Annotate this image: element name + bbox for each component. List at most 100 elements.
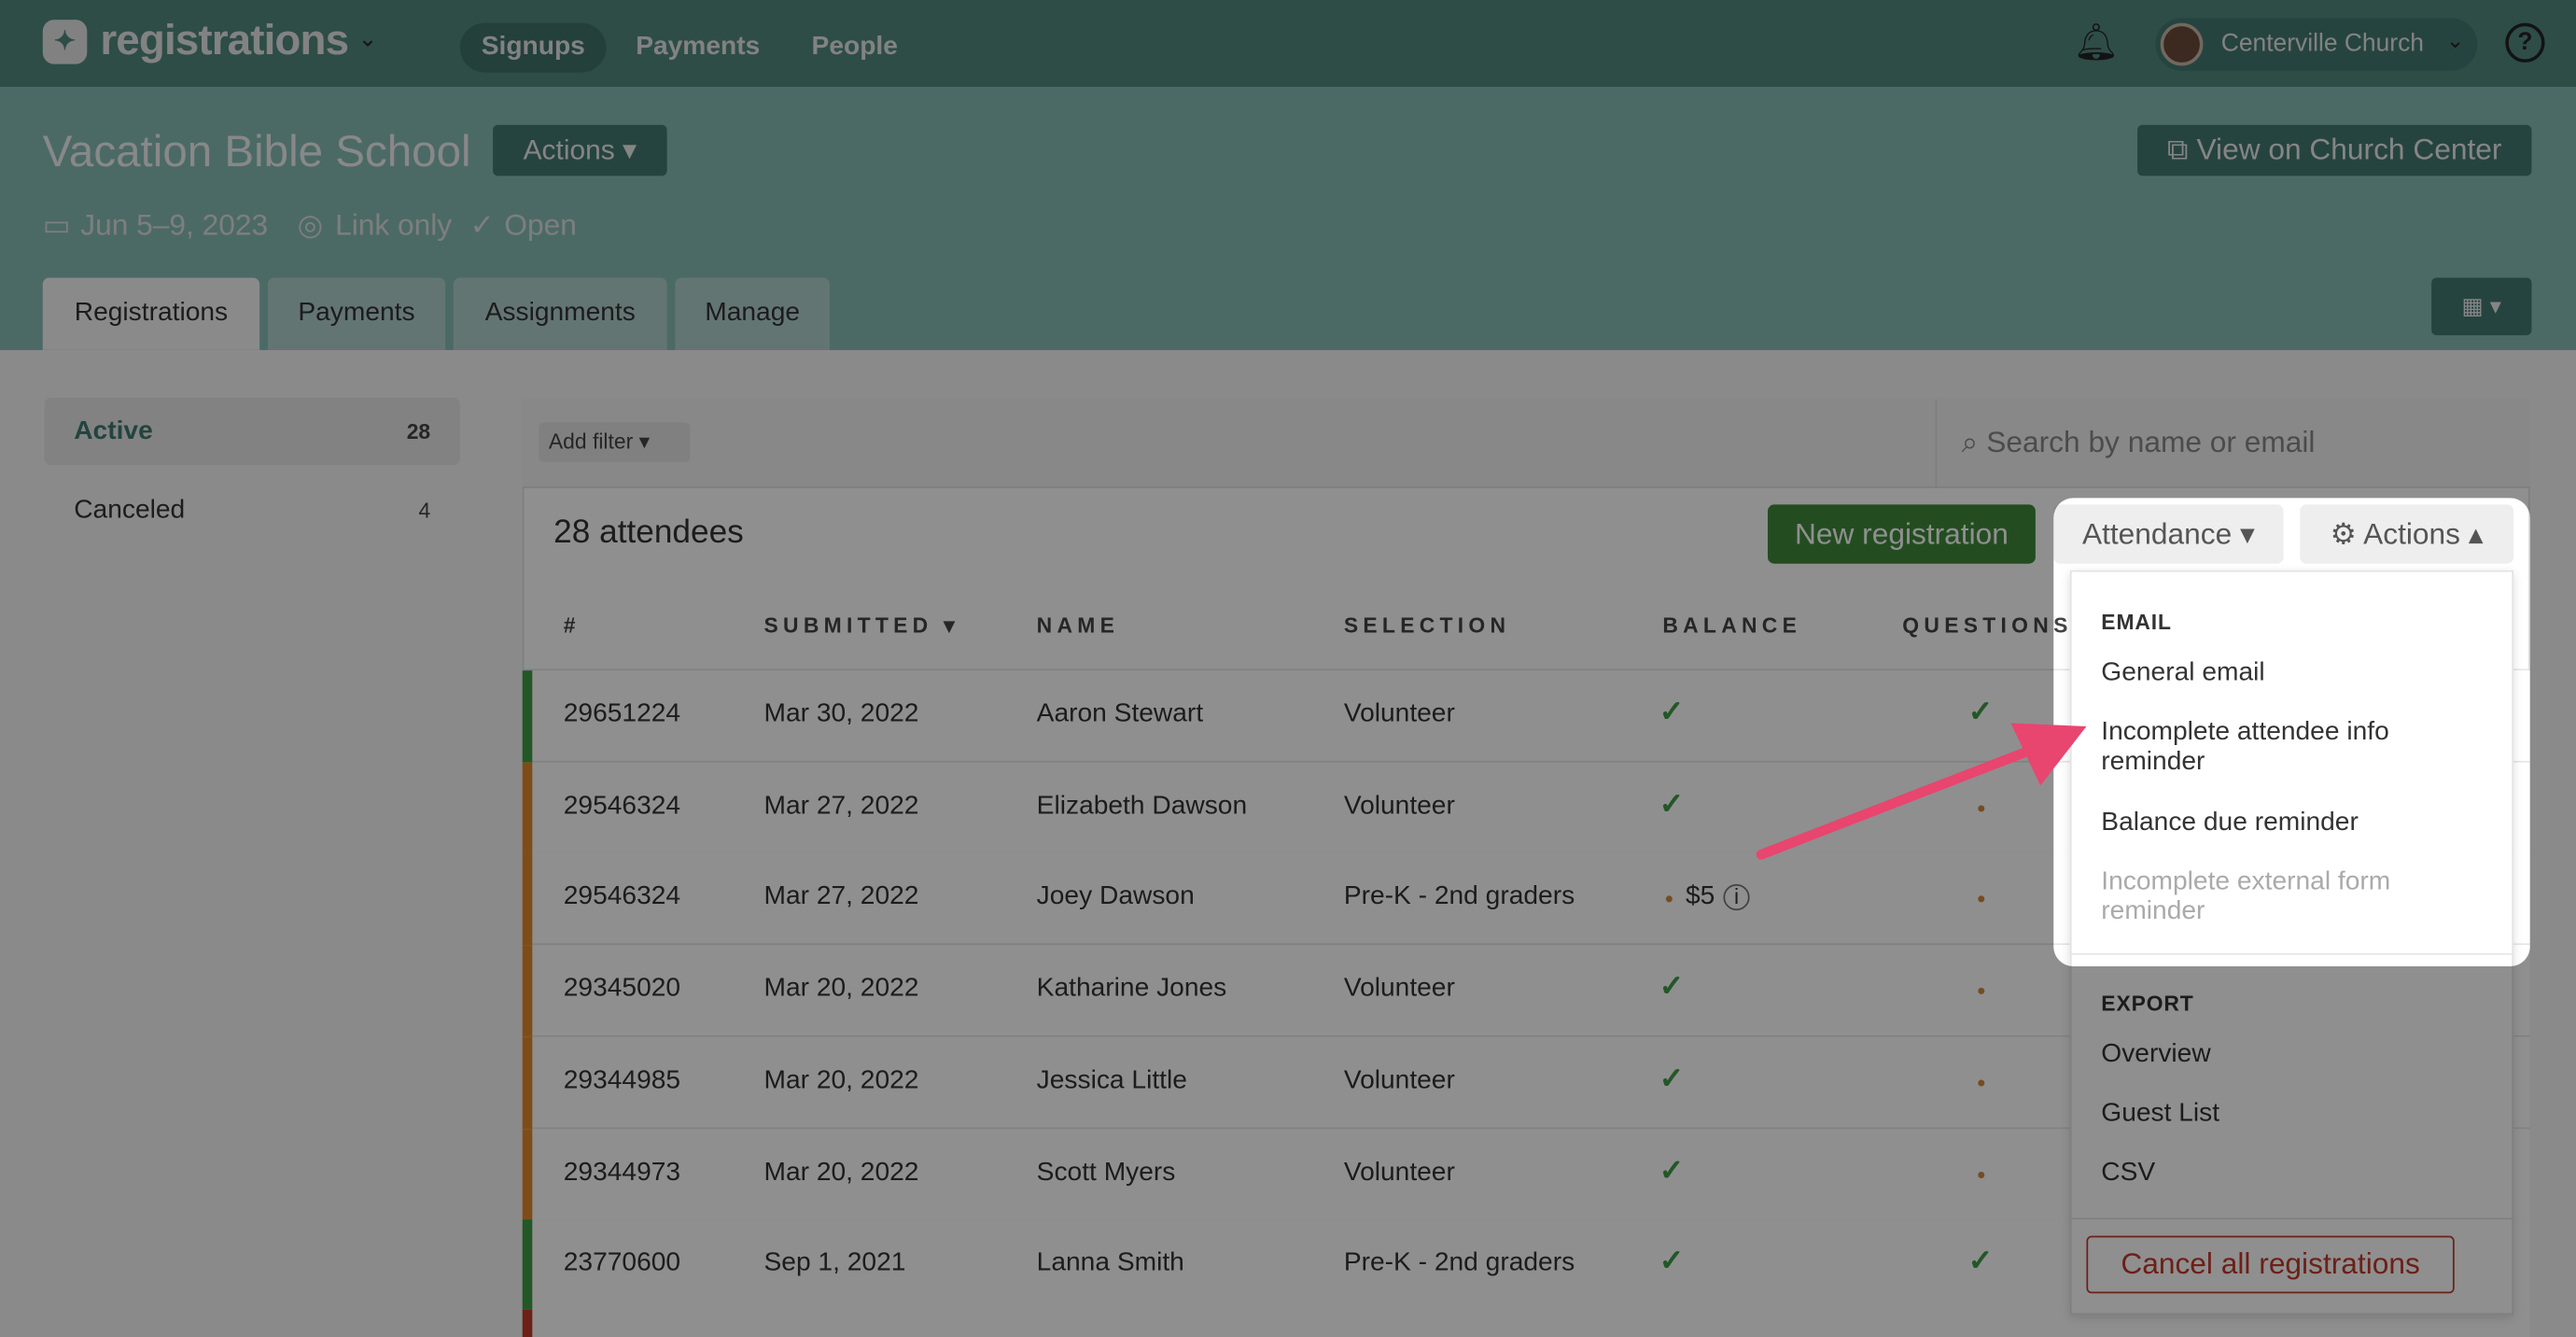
event-actions-button[interactable]: Actions ▾ [493, 124, 667, 176]
app-logo-icon[interactable]: ✦ [42, 20, 88, 64]
check-icon: ✓ [1659, 1152, 1685, 1186]
chevron-down-icon: ⌄ [2445, 27, 2465, 53]
event-status: Open [504, 208, 577, 242]
col-questions[interactable]: QUESTIONS [1902, 612, 2073, 638]
check-icon: ✓ [1659, 1061, 1685, 1094]
nav-signups[interactable]: Signups [459, 22, 607, 73]
selection: Volunteer [1343, 1158, 1455, 1186]
attendee-name[interactable]: Jessica Little [1036, 1066, 1187, 1094]
check-icon: ✓ [469, 208, 495, 242]
event-visibility: Link only [335, 208, 453, 242]
check-icon: ✓ [1967, 1244, 1994, 1278]
registration-id[interactable]: 29546324 [563, 882, 681, 911]
status-bar [522, 853, 533, 946]
registration-id[interactable]: 29344985 [563, 1066, 681, 1094]
submitted-date: Mar 27, 2022 [763, 791, 919, 820]
check-icon: ✓ [1659, 1244, 1685, 1278]
tab-payments[interactable]: Payments [267, 277, 446, 350]
menu-divider [2071, 1217, 2513, 1220]
info-icon[interactable]: i [1723, 884, 1750, 911]
bell-icon[interactable]: 🔔︎ [2073, 21, 2120, 63]
selection: Volunteer [1343, 974, 1455, 1003]
chevron-down-icon[interactable]: ⌄ [357, 24, 378, 51]
registration-id[interactable]: 23770600 [563, 1249, 681, 1278]
status-bar [522, 1128, 533, 1220]
col-name[interactable]: NAME [1036, 612, 1120, 638]
nav-payments[interactable]: Payments [636, 33, 761, 62]
tab-assignments[interactable]: Assignments [453, 277, 667, 350]
submitted-date: Mar 27, 2022 [763, 882, 919, 911]
status-bar [522, 1036, 533, 1129]
sidebar-count: 4 [418, 498, 431, 523]
menu-item-guest-list[interactable]: Guest List [2101, 1099, 2220, 1128]
attendee-name[interactable]: Joey Dawson [1036, 882, 1195, 911]
attendee-name[interactable]: Aaron Stewart [1036, 699, 1204, 728]
eye-slash-icon: ◎ [297, 208, 324, 242]
search-input[interactable]: ⌕ Search by name or email [1935, 399, 2530, 488]
external-link-icon: ⧉ [2167, 133, 2197, 166]
attendee-count: 28 attendees [553, 514, 744, 551]
menu-item-general-email[interactable]: General email [2101, 658, 2265, 687]
check-icon: ✓ [1659, 695, 1685, 728]
status-bar [522, 670, 533, 763]
gear-icon: ⚙ [2330, 517, 2364, 551]
sidebar-item-canceled[interactable]: Canceled 4 [45, 476, 460, 543]
attendee-name[interactable]: Katharine Jones [1036, 974, 1227, 1003]
account-menu[interactable]: Centerville Church ⌄ [2155, 18, 2478, 71]
col-balance[interactable]: BALANCE [1662, 612, 1802, 638]
account-name: Centerville Church [2220, 29, 2424, 58]
tab-registrations[interactable]: Registrations [42, 277, 260, 350]
new-registration-button[interactable]: New registration [1767, 504, 2036, 564]
search-placeholder: Search by name or email [1986, 425, 2316, 459]
registration-id[interactable]: 29345020 [563, 974, 681, 1003]
add-filter-button[interactable]: Add filter ▾ [539, 422, 691, 462]
selection: Pre-K - 2nd graders [1343, 882, 1575, 911]
check-icon: ✓ [1659, 786, 1685, 820]
menu-item-balance-due-reminder[interactable]: Balance due reminder [2101, 809, 2359, 837]
attendee-name[interactable]: Scott Myers [1036, 1158, 1176, 1186]
attendee-name[interactable]: Elizabeth Dawson [1036, 791, 1248, 820]
col-submitted[interactable]: SUBMITTED ▾ [763, 612, 959, 638]
attendee-name[interactable]: Lanna Smith [1036, 1249, 1184, 1278]
tab-manage[interactable]: Manage [675, 277, 830, 350]
menu-item-csv[interactable]: CSV [2101, 1158, 2156, 1187]
actions-button[interactable]: ⚙ Actions ▴ [2300, 504, 2514, 564]
status-bar [522, 1309, 533, 1337]
selection: Pre-K - 2nd graders [1343, 1249, 1575, 1278]
registration-id[interactable]: 29344973 [563, 1158, 681, 1186]
help-icon[interactable]: ? [2505, 22, 2545, 63]
menu-divider [2071, 952, 2513, 955]
page-title: Vacation Bible School [42, 126, 471, 176]
view-label: View on Church Center [2196, 133, 2502, 166]
avatar [2160, 22, 2204, 66]
calendar-gear-icon: ▦ ▾ [2461, 292, 2502, 319]
attendance-button[interactable]: Attendance ▾ [2053, 504, 2284, 564]
menu-item-incomplete-attendee-info-reminder[interactable]: Incomplete attendee info reminder [2101, 718, 2389, 776]
app-switcher[interactable]: registrations [100, 14, 349, 64]
balance-amount: $5 [1685, 882, 1715, 911]
incomplete-dot [1978, 988, 1985, 995]
check-icon: ✓ [1967, 695, 1994, 728]
incomplete-dot [1978, 1171, 1985, 1178]
sidebar-item-active[interactable]: Active 28 [44, 397, 460, 466]
status-bar [522, 762, 533, 854]
menu-header-email: EMAIL [2101, 610, 2172, 635]
registration-id[interactable]: 29546324 [563, 791, 681, 820]
selection: Volunteer [1343, 699, 1455, 728]
menu-item-incomplete-external-form-reminder: Incomplete external form reminder [2101, 867, 2391, 925]
status-bar [522, 945, 533, 1037]
submitted-date: Mar 20, 2022 [763, 1066, 919, 1094]
calendar-settings-button[interactable]: ▦ ▾ [2431, 277, 2532, 336]
registration-id[interactable]: 29651224 [563, 699, 681, 728]
nav-people[interactable]: People [811, 33, 898, 62]
search-icon: ⌕ [1961, 425, 1987, 459]
sidebar-label: Canceled [74, 496, 186, 525]
sidebar-label: Active [74, 417, 153, 446]
table-header [522, 580, 2530, 671]
cancel-all-registrations-button[interactable]: Cancel all registrations [2086, 1235, 2455, 1294]
menu-item-overview[interactable]: Overview [2101, 1040, 2211, 1069]
view-on-church-center-button[interactable]: ⧉ View on Church Center [2137, 124, 2532, 176]
col-selection[interactable]: SELECTION [1343, 612, 1511, 638]
sidebar-count: 28 [406, 418, 431, 444]
